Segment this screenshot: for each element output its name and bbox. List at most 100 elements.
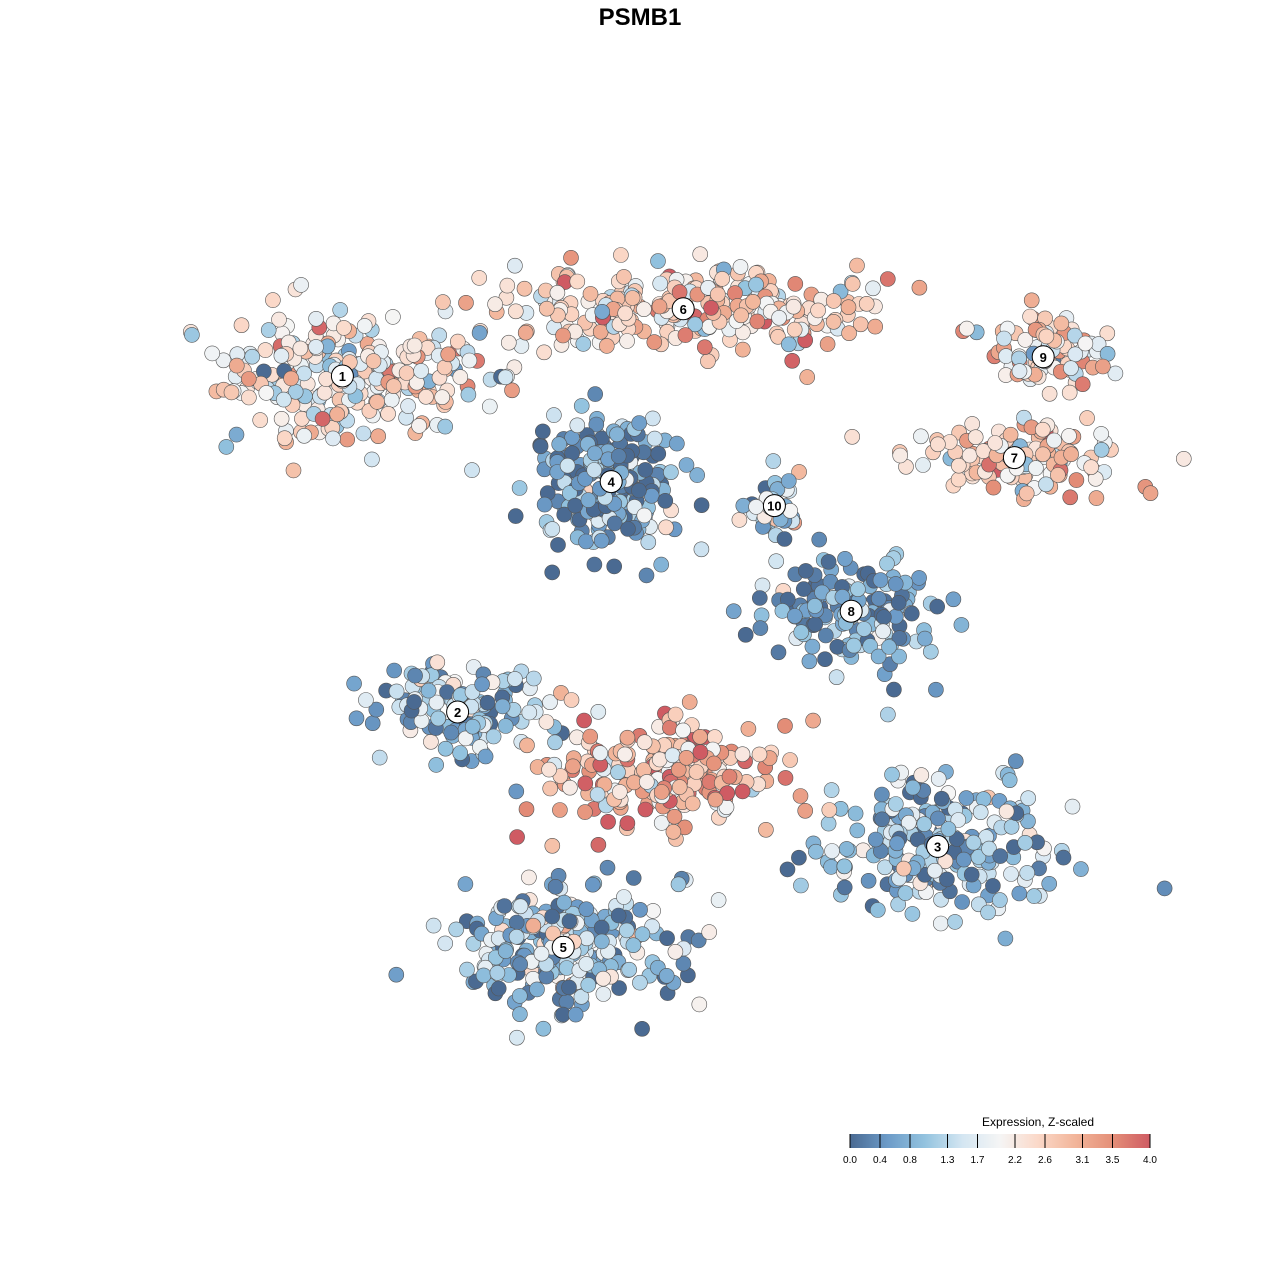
cell-point: [795, 581, 812, 597]
cell-point: [383, 392, 400, 408]
colorbar-gradient: [850, 1134, 1150, 1148]
cell-point: [590, 703, 607, 720]
cell-point: [770, 644, 787, 661]
cell-point: [428, 757, 445, 773]
cell-point: [584, 876, 601, 893]
cell-point: [1156, 880, 1173, 897]
cell-point: [624, 290, 641, 306]
cell-point: [955, 851, 972, 868]
cell-point: [440, 346, 457, 363]
cell-point: [636, 507, 653, 524]
cell-point: [1020, 790, 1036, 807]
cell-point: [1064, 798, 1081, 815]
cell-point: [890, 594, 907, 611]
cell-point: [727, 285, 743, 301]
cell-point: [876, 609, 892, 625]
cell-point: [897, 885, 914, 901]
cell-point: [521, 704, 538, 721]
cell-point: [911, 279, 928, 296]
cell-point: [283, 370, 299, 387]
cell-point: [675, 722, 691, 739]
cell-point: [388, 683, 405, 700]
cell-point: [233, 317, 250, 334]
cell-point: [675, 955, 692, 972]
cell-point: [950, 471, 967, 488]
cell-point: [808, 843, 824, 860]
cell-point: [509, 1029, 525, 1046]
cell-point: [509, 829, 525, 845]
cell-point: [457, 876, 474, 892]
cell-point: [1068, 472, 1085, 488]
cell-point: [316, 384, 333, 401]
cell-point: [542, 780, 559, 797]
cell-point: [204, 345, 220, 362]
cell-point: [777, 770, 794, 786]
cell-point: [593, 919, 610, 936]
cell-point: [511, 988, 528, 1004]
cell-point: [1055, 849, 1072, 866]
colorbar-tick-label: 0.0: [843, 1155, 857, 1166]
cell-point: [507, 303, 524, 320]
cell-point: [810, 302, 826, 319]
cell-point: [693, 497, 710, 514]
cell-point: [631, 482, 647, 499]
cell-point: [847, 805, 864, 822]
cell-point: [1023, 292, 1040, 309]
cell-point: [748, 276, 764, 293]
cluster-label-4: 4: [599, 470, 623, 494]
cell-point: [877, 859, 893, 876]
cell-point: [621, 961, 638, 978]
cell-point: [1038, 328, 1055, 345]
cell-point: [606, 558, 623, 575]
cell-point: [677, 327, 694, 343]
cell-point: [681, 694, 698, 710]
cell-point: [650, 253, 666, 269]
cell-point: [659, 930, 675, 947]
cell-point: [867, 318, 884, 335]
cell-point: [770, 328, 786, 345]
cell-point: [696, 339, 713, 356]
cell-point: [241, 389, 257, 406]
cell-point: [1079, 410, 1095, 426]
cell-point: [950, 457, 967, 474]
cell-point: [413, 363, 429, 379]
cell-point: [780, 336, 797, 353]
cell-point: [589, 786, 606, 803]
cell-point: [932, 915, 949, 932]
cell-point: [435, 294, 451, 310]
cell-point: [457, 730, 474, 747]
cell-point: [1061, 428, 1077, 444]
cell-point: [904, 779, 921, 796]
cell-point: [844, 276, 861, 292]
cell-point: [308, 310, 324, 327]
cell-point: [536, 344, 552, 361]
cell-point: [547, 734, 563, 751]
colorbar-title: Expression, Z-scaled: [982, 1115, 1094, 1129]
cell-point: [786, 608, 803, 624]
cell-point: [593, 933, 610, 950]
cell-point: [710, 892, 727, 908]
cell-point: [407, 667, 423, 684]
cell-point: [837, 550, 853, 567]
svg-text:7: 7: [1011, 451, 1018, 466]
cell-point: [687, 316, 703, 333]
cell-point: [228, 426, 245, 443]
cell-point: [512, 898, 529, 915]
cell-point: [577, 804, 593, 820]
cell-point: [799, 369, 816, 385]
cell-point: [732, 259, 749, 275]
cell-point: [997, 930, 1014, 947]
cell-point: [477, 748, 494, 765]
cell-point: [692, 246, 709, 262]
cluster-label-2: 2: [446, 700, 470, 724]
cell-point: [521, 869, 537, 886]
cell-point: [229, 357, 245, 374]
cell-point: [725, 603, 742, 620]
cell-point: [329, 406, 346, 423]
cell-point: [1088, 490, 1105, 506]
cell-point: [791, 464, 807, 480]
cell-point: [752, 620, 769, 636]
cell-point: [561, 913, 578, 930]
cell-point: [578, 930, 595, 947]
cell-point: [709, 286, 726, 303]
